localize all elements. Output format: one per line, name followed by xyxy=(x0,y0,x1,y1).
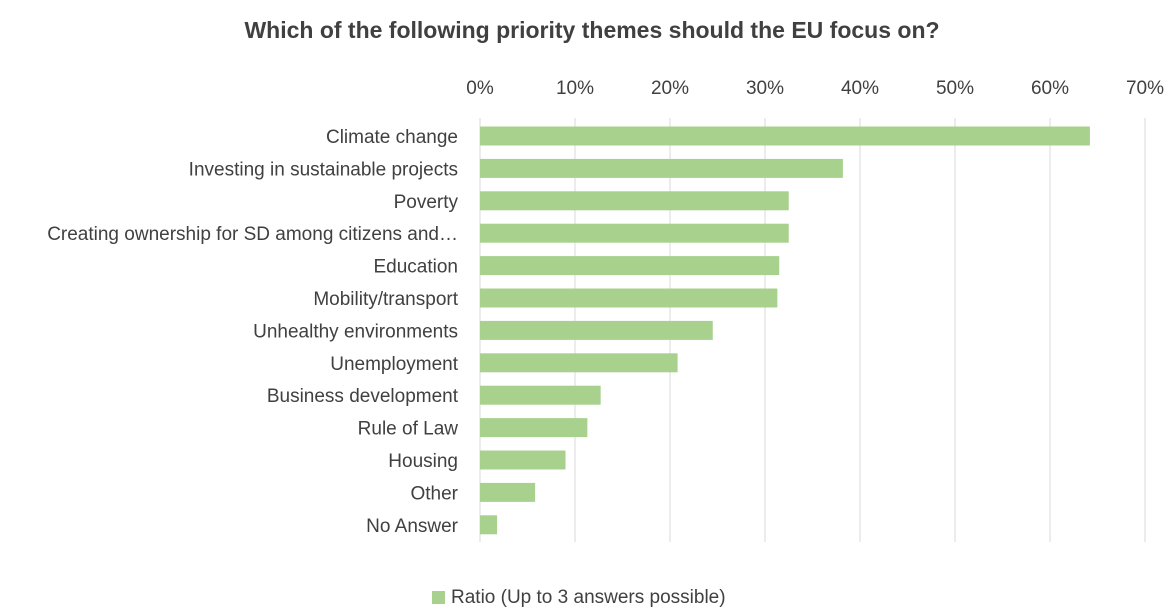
chart-title: Which of the following priority themes s… xyxy=(244,17,939,43)
bar xyxy=(480,126,1090,146)
category-labels: Climate change Investing in sustainable p… xyxy=(47,127,459,537)
bars xyxy=(480,126,1090,535)
x-tick-label: 60% xyxy=(1031,78,1069,99)
category-label: Mobility/transport xyxy=(313,289,458,310)
bar xyxy=(480,482,536,502)
x-tick-label: 40% xyxy=(841,78,879,99)
bar xyxy=(480,223,789,243)
category-label: Rule of Law xyxy=(358,419,459,440)
bar xyxy=(480,385,601,405)
bar xyxy=(480,353,678,373)
category-label: Business development xyxy=(267,386,459,407)
x-tick-label: 70% xyxy=(1126,78,1164,99)
bar xyxy=(480,288,778,308)
x-tick-label: 10% xyxy=(556,78,594,99)
category-label: Climate change xyxy=(326,127,458,148)
bar xyxy=(480,418,588,438)
x-axis-ticks: 0% 10% 20% 30% 40% 50% 60% 70% xyxy=(466,78,1164,99)
x-tick-label: 0% xyxy=(466,78,494,99)
category-label: Other xyxy=(410,483,458,504)
x-tick-label: 30% xyxy=(746,78,784,99)
legend-swatch xyxy=(432,591,445,604)
category-label: Unemployment xyxy=(330,354,458,375)
x-tick-label: 50% xyxy=(936,78,974,99)
legend-label: Ratio (Up to 3 answers possible) xyxy=(451,587,726,608)
legend: Ratio (Up to 3 answers possible) xyxy=(432,587,726,608)
bar xyxy=(480,256,780,276)
category-label: Unhealthy environments xyxy=(253,321,458,342)
bar xyxy=(480,450,566,470)
bar xyxy=(480,320,713,340)
category-label: Housing xyxy=(388,451,458,472)
category-label: Poverty xyxy=(394,192,459,213)
bar xyxy=(480,515,498,535)
bar xyxy=(480,191,789,211)
category-label: No Answer xyxy=(366,516,459,537)
x-tick-label: 20% xyxy=(651,78,689,99)
category-label: Education xyxy=(373,257,458,278)
category-label: Investing in sustainable projects xyxy=(189,159,458,180)
category-label: Creating ownership for SD among citizens… xyxy=(47,224,458,245)
bar xyxy=(480,158,843,178)
